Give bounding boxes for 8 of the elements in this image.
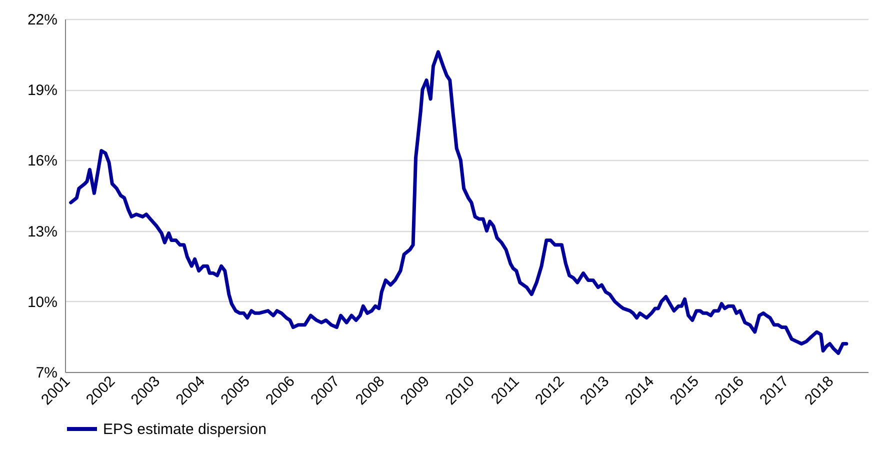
y-tick-label: 22% — [27, 12, 58, 28]
y-tick-label: 13% — [27, 223, 58, 240]
y-tick-label: 7% — [36, 364, 58, 382]
legend-label: EPS estimate dispersion — [103, 421, 266, 438]
y-tick-label: 16% — [27, 152, 58, 170]
line-series — [69, 50, 848, 355]
y-tick-label: 10% — [27, 294, 58, 311]
y-tick-label: 19% — [27, 82, 58, 100]
